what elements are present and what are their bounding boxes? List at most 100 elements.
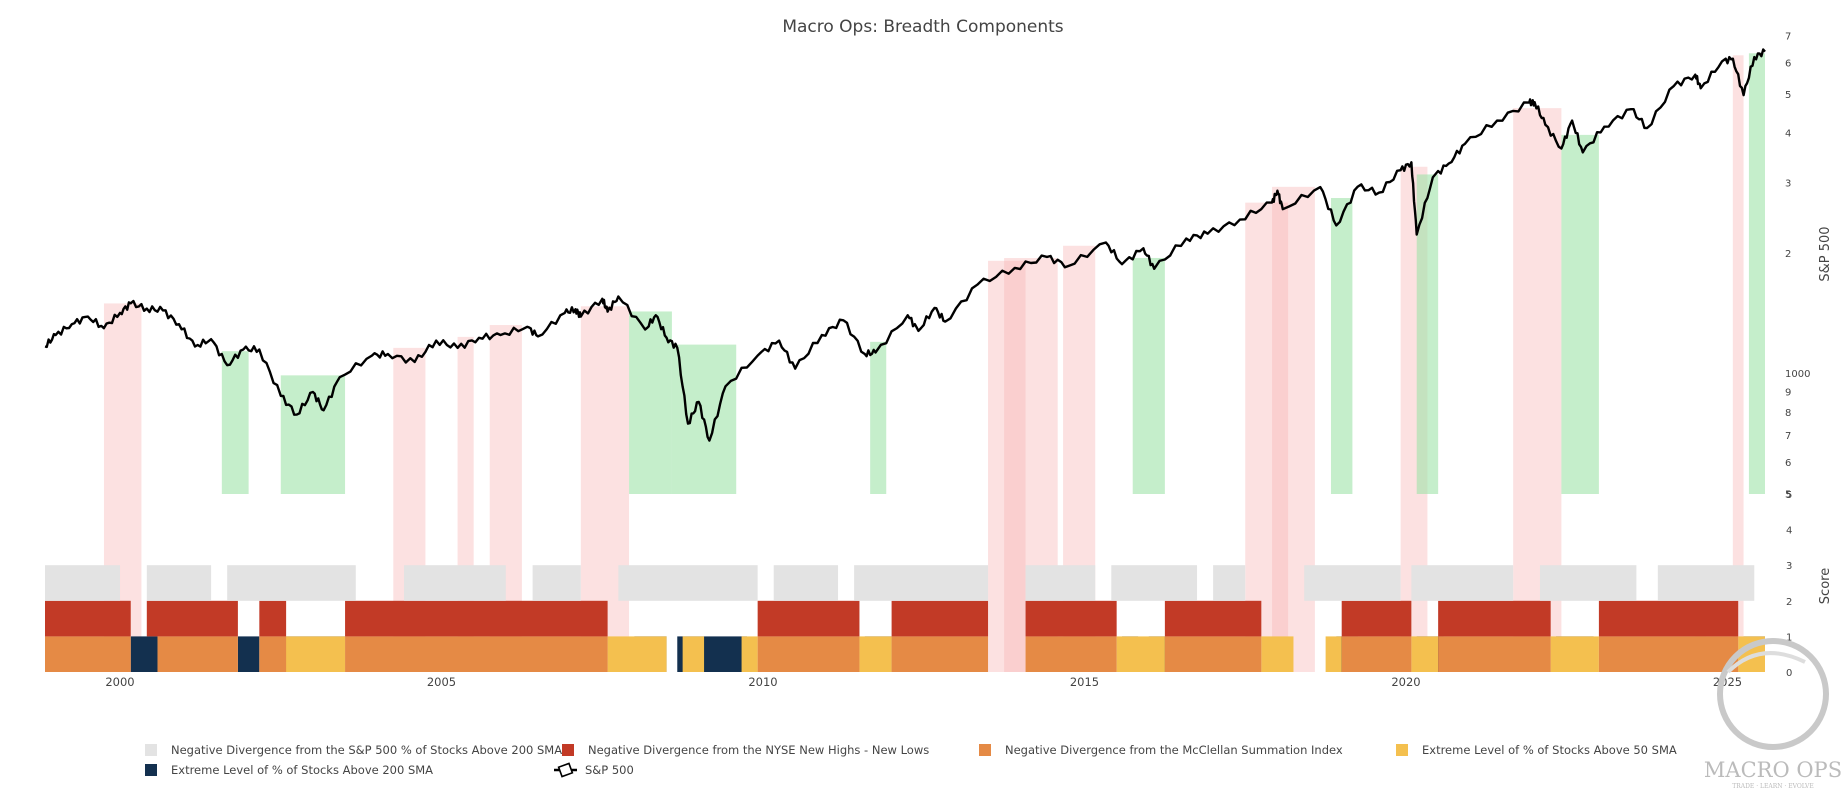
- x-axis: 2000 2005 2010 2015 2020 2025: [105, 675, 1742, 689]
- score-bar: [1438, 600, 1551, 637]
- score-bar: [146, 600, 238, 637]
- price-tick-label: 6: [1785, 458, 1791, 469]
- score-bar: [259, 600, 287, 637]
- legend-swatch: [145, 764, 157, 776]
- caution-period-band: [988, 260, 1026, 672]
- legend-item: Negative Divergence from the McClellan S…: [979, 743, 1343, 757]
- price-tick-label: 9: [1785, 387, 1791, 398]
- score-bar: [1025, 600, 1117, 637]
- price-tick-label: 7: [1785, 431, 1791, 442]
- legend-label: Extreme Level of % of Stocks Above 200 S…: [171, 763, 433, 777]
- score-bar: [859, 636, 892, 672]
- score-bar: [1411, 636, 1439, 672]
- caution-period-band: [1732, 55, 1744, 673]
- legend-label: Negative Divergence from the McClellan S…: [1005, 743, 1343, 757]
- logo-text: MACRO OPS: [1704, 758, 1842, 782]
- score-bar: [1213, 565, 1246, 601]
- score-bar: [345, 600, 608, 637]
- score-bar: [1164, 600, 1262, 637]
- score-bar: [280, 636, 346, 672]
- score-bar: [891, 600, 989, 637]
- score-series: [45, 565, 1755, 601]
- legend-swatch: [979, 744, 991, 756]
- legend-label: Negative Divergence from the NYSE New Hi…: [588, 743, 929, 757]
- score-tick-label: 5: [1786, 490, 1792, 501]
- oversold-period-band: [629, 311, 672, 494]
- score-bar: [1304, 565, 1401, 601]
- legend-item: Negative Divergence from the NYSE New Hi…: [562, 743, 929, 757]
- legend-swatch: [1396, 744, 1408, 756]
- score-bar: [130, 636, 158, 672]
- oversold-period-band: [1330, 198, 1353, 495]
- oversold-period-band: [221, 351, 249, 494]
- price-tick-label: 6: [1785, 58, 1791, 69]
- score-bar: [345, 636, 608, 672]
- chart-title: Macro Ops: Breadth Components: [782, 17, 1063, 37]
- score-bar: [618, 565, 758, 601]
- score-tick-label: 2: [1786, 597, 1792, 608]
- price-tick-label: 5: [1785, 90, 1791, 101]
- x-tick-label: 2020: [1391, 675, 1420, 689]
- x-tick-label: 2000: [105, 675, 134, 689]
- price-tick-label: 8: [1785, 408, 1791, 419]
- x-tick-label: 2005: [427, 675, 456, 689]
- price-tick-label: 7: [1785, 32, 1791, 43]
- oversold-period-band: [1416, 174, 1439, 494]
- score-bar: [237, 636, 260, 672]
- oversold-period-band: [1561, 134, 1599, 494]
- price-tick-label: 5: [1785, 490, 1791, 501]
- macro-ops-logo: MACRO OPS TRADE · LEARN · EVOLVE: [1704, 638, 1842, 790]
- score-bar: [773, 565, 839, 601]
- score-bar: [757, 600, 860, 637]
- score-bar: [157, 636, 238, 672]
- score-bar: [45, 565, 121, 601]
- score-bar: [1438, 636, 1551, 672]
- logo-tagline: TRADE · LEARN · EVOLVE: [1732, 783, 1813, 790]
- score-series: [45, 636, 1739, 672]
- score-bar: [1261, 636, 1294, 672]
- sp500-line: [44, 48, 1766, 442]
- score-tick-label: 4: [1786, 526, 1792, 537]
- legend-item: Negative Divergence from the S&P 500 % o…: [145, 743, 562, 757]
- score-bar: [1325, 636, 1342, 672]
- score-bar: [1025, 565, 1096, 601]
- score-tick-label: 3: [1786, 561, 1792, 572]
- score-bar: [757, 636, 860, 672]
- score-tick-label: 0: [1786, 668, 1792, 679]
- legend-swatch: [145, 744, 157, 756]
- score-bar: [607, 636, 667, 672]
- price-tick-label: 3: [1785, 179, 1791, 190]
- x-tick-label: 2010: [748, 675, 777, 689]
- price-tick-label: 2: [1785, 249, 1791, 260]
- score-bar: [854, 565, 989, 601]
- legend-swatch: [562, 744, 574, 756]
- legend-label: Negative Divergence from the S&P 500 % o…: [171, 743, 562, 757]
- oversold-period-band: [870, 341, 887, 494]
- score-bar: [404, 565, 506, 601]
- score-bar: [1341, 636, 1412, 672]
- score-bar: [1111, 565, 1198, 601]
- score-bar: [1598, 600, 1739, 637]
- score-stack: [45, 565, 1765, 672]
- x-tick-label: 2025: [1713, 675, 1742, 689]
- x-tick-label: 2015: [1070, 675, 1099, 689]
- score-bar: [1539, 565, 1637, 601]
- legend-item: Extreme Level of % of Stocks Above 200 S…: [145, 763, 433, 777]
- sp500-axis-title: S&P 500: [1818, 226, 1833, 281]
- score-axis-title: Score: [1818, 568, 1833, 604]
- score-bar: [1411, 565, 1514, 601]
- score-bar: [45, 636, 131, 672]
- score-bar: [45, 600, 131, 637]
- price-tick-label: 4: [1785, 129, 1791, 140]
- oversold-period-band: [1132, 257, 1165, 494]
- caution-period-band: [1245, 202, 1289, 673]
- legend: Negative Divergence from the S&P 500 % o…: [145, 743, 1677, 778]
- score-bar: [227, 565, 356, 601]
- logo-brush-icon: [1726, 651, 1806, 674]
- score-bar: [1598, 636, 1739, 672]
- score-bar: [532, 565, 581, 601]
- logo-ring-icon: [1717, 638, 1829, 750]
- score-bar: [146, 565, 212, 601]
